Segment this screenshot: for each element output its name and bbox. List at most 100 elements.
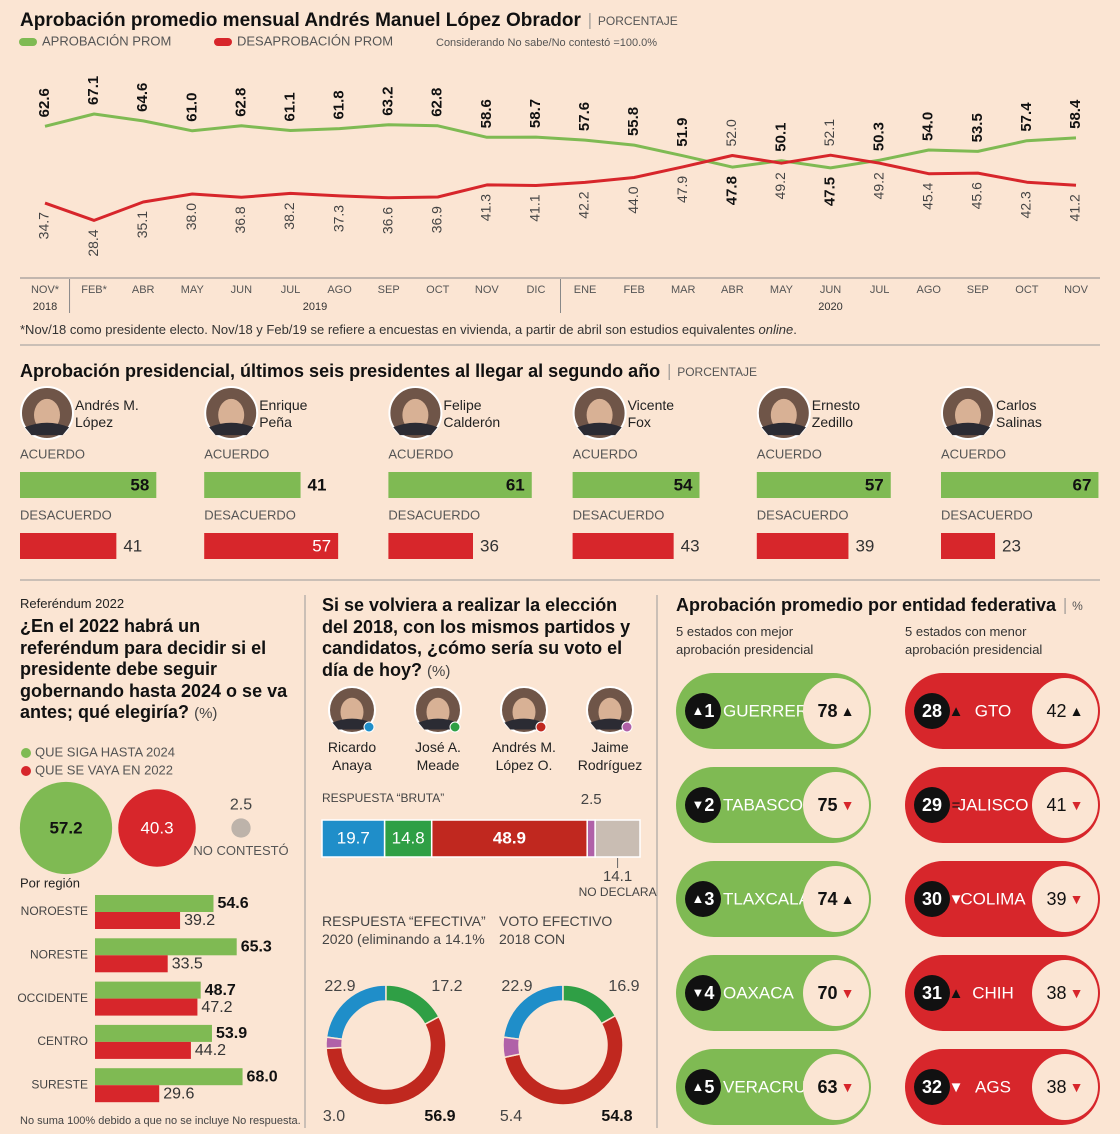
data-label: 48.7 bbox=[205, 982, 236, 999]
data-label: 42.3 bbox=[1018, 191, 1034, 218]
series-line bbox=[44, 153, 1077, 222]
bar bbox=[95, 1041, 191, 1059]
data-label: 36 bbox=[480, 536, 499, 555]
legend-swatch bbox=[21, 766, 31, 776]
data-label: 44.0 bbox=[625, 186, 641, 213]
data-label: 22.9 bbox=[324, 978, 355, 995]
data-label: 62.8 bbox=[232, 88, 249, 117]
portrait-face bbox=[586, 398, 613, 432]
value-badge bbox=[1032, 1054, 1098, 1120]
series-label: ACUERDO bbox=[20, 446, 85, 461]
rank-number: 5 bbox=[704, 1077, 714, 1097]
value-number: 78 bbox=[818, 701, 838, 721]
rank-number: 28 bbox=[922, 701, 942, 721]
rank-trend: ▲ bbox=[692, 1079, 705, 1094]
data-label: 52.0 bbox=[723, 119, 739, 146]
bar bbox=[204, 472, 301, 498]
data-label: 41.2 bbox=[1067, 194, 1083, 221]
data-label: 53.9 bbox=[216, 1025, 247, 1042]
state-name: TLAXCALA bbox=[723, 889, 811, 908]
data-label: 52.1 bbox=[821, 119, 837, 146]
series-label: ACUERDO bbox=[757, 446, 822, 461]
rank-trend: ▲ bbox=[692, 891, 705, 906]
data-label: 43 bbox=[681, 536, 700, 555]
series-label: RESPUESTA “BRUTA” bbox=[322, 791, 444, 805]
donut-segment bbox=[325, 1015, 447, 1106]
state-value: 41 ▼ bbox=[1047, 795, 1084, 815]
data-label: 36.8 bbox=[232, 206, 248, 233]
candidate-name: Jaime Rodríguez bbox=[577, 739, 643, 773]
x-tick-label: AGO bbox=[916, 284, 941, 296]
state-value: 42 ▲ bbox=[1047, 701, 1084, 721]
bar bbox=[95, 1024, 212, 1042]
value-trend: ▼ bbox=[841, 1079, 855, 1095]
portrait-shoulders bbox=[590, 718, 630, 730]
data-label: 57.6 bbox=[576, 102, 593, 131]
x-tick-label: DIC bbox=[526, 284, 545, 296]
data-label: 57 bbox=[312, 536, 331, 555]
rank: ▼4 bbox=[692, 983, 715, 1003]
data-label: 62.8 bbox=[429, 88, 446, 117]
data-label: 41.1 bbox=[527, 194, 543, 221]
portrait-shoulders bbox=[761, 422, 806, 436]
bubble bbox=[118, 789, 196, 867]
x-tick-label: FEB* bbox=[81, 284, 107, 296]
data-label: 19.7 bbox=[337, 828, 370, 847]
rank-badge bbox=[914, 693, 950, 729]
data-label: 54.8 bbox=[601, 1108, 632, 1125]
chart-note: Considerando No sabe/No contestó =100.0% bbox=[436, 37, 657, 49]
portrait-shoulders bbox=[418, 718, 458, 730]
value-number: 41 bbox=[1047, 795, 1067, 815]
value-number: 39 bbox=[1047, 889, 1067, 909]
value-trend: ▼ bbox=[841, 985, 855, 1001]
bar-segment bbox=[383, 819, 433, 858]
data-label: 3.0 bbox=[323, 1108, 345, 1125]
value-trend: ▲ bbox=[1070, 703, 1084, 719]
rank-number: 3 bbox=[704, 889, 714, 909]
data-label: 36.9 bbox=[428, 206, 444, 233]
value-badge bbox=[1032, 772, 1098, 838]
series-line bbox=[44, 112, 1077, 170]
data-label: 41 bbox=[123, 536, 142, 555]
bar bbox=[95, 895, 214, 912]
value-badge bbox=[1032, 960, 1098, 1026]
x-group-label: 2018 bbox=[33, 301, 57, 313]
bar bbox=[95, 955, 168, 973]
data-label: 45.6 bbox=[969, 182, 985, 209]
candidate-name: Andrés M. López O. bbox=[492, 739, 556, 773]
group-label: 5 estados con menor aprobación presidenc… bbox=[905, 624, 1043, 657]
bubble bbox=[19, 781, 113, 875]
bar bbox=[572, 472, 700, 498]
rank-number: 32 bbox=[922, 1077, 942, 1097]
data-label: 50.1 bbox=[772, 123, 789, 152]
series-label: DESACUERDO bbox=[20, 507, 112, 522]
x-tick-label: NOV bbox=[1064, 284, 1089, 296]
data-label: 22.9 bbox=[501, 978, 532, 995]
data-label: 40.3 bbox=[140, 818, 173, 837]
series-label: ACUERDO bbox=[204, 446, 269, 461]
bar bbox=[20, 472, 157, 498]
x-tick-label: OCT bbox=[1015, 284, 1039, 296]
state-name: GUERRERO bbox=[723, 701, 821, 720]
portrait-face bbox=[955, 398, 981, 432]
rank: ▲5 bbox=[692, 1077, 715, 1097]
rank: ▼2 bbox=[692, 795, 715, 815]
x-group-label: 2020 bbox=[818, 301, 842, 313]
state-value: 38 ▼ bbox=[1047, 983, 1084, 1003]
data-label: 44.2 bbox=[195, 1042, 226, 1059]
state-value: 38 ▼ bbox=[1047, 1077, 1084, 1097]
rank-badge bbox=[914, 787, 950, 823]
data-label: 51.9 bbox=[674, 118, 691, 147]
value-number: 38 bbox=[1047, 983, 1067, 1003]
series-label: ACUERDO bbox=[941, 446, 1006, 461]
data-label: 39 bbox=[855, 536, 874, 555]
data-label: 35.1 bbox=[134, 211, 150, 238]
value-number: 42 bbox=[1047, 701, 1067, 721]
candidate-name: Ricardo Anaya bbox=[327, 739, 377, 773]
question-text: Si se volviera a realizar la elección de… bbox=[322, 595, 631, 680]
group-label: 5 estados con mejor aprobación presidenc… bbox=[676, 624, 814, 657]
data-label: 54.6 bbox=[217, 895, 248, 912]
data-label: 58 bbox=[130, 475, 149, 494]
rank-badge bbox=[685, 975, 721, 1011]
data-label: 67.1 bbox=[85, 76, 102, 105]
